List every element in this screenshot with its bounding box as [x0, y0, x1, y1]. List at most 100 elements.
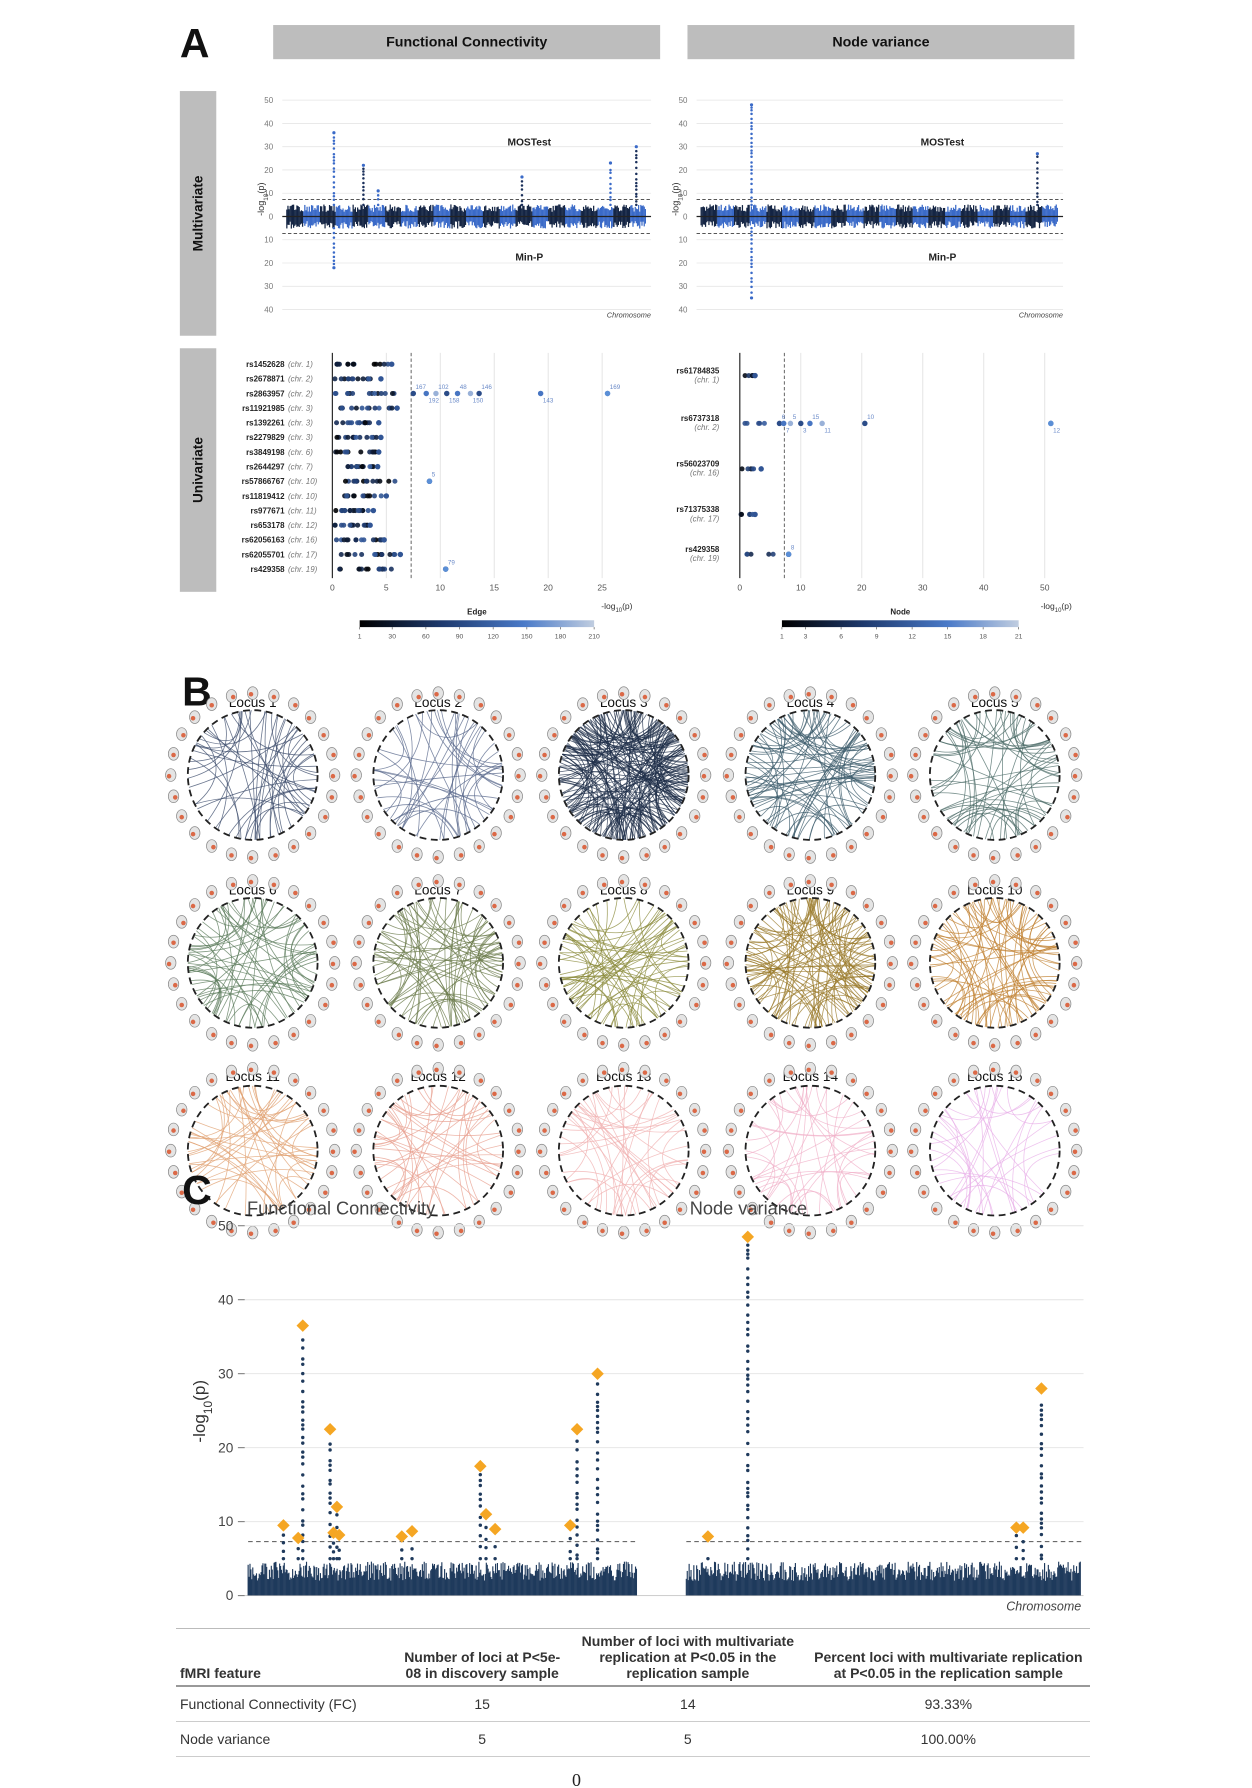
node-icon-spot: [724, 1150, 729, 1155]
peak-dot: [635, 150, 638, 153]
node-icon-spot: [971, 1229, 976, 1234]
node-icon-spot: [365, 815, 370, 820]
connection: [197, 1148, 318, 1183]
node-icon-spot: [542, 1128, 547, 1133]
node-icon-spot: [664, 891, 669, 896]
peak-dot: [282, 1533, 285, 1536]
peak-dot: [1040, 1557, 1043, 1560]
node-icon-spot: [909, 962, 914, 967]
peak-dot: [484, 1546, 487, 1549]
axis-label-part: -log: [1041, 601, 1055, 611]
peak-dot: [750, 263, 753, 266]
peak-dot: [484, 1557, 487, 1560]
connection: [933, 754, 1051, 806]
node-icon-spot: [991, 880, 996, 885]
x-tick-label: 15: [489, 583, 499, 593]
snp-id: rs2863957: [246, 389, 285, 398]
y-tick-label: 30: [679, 143, 688, 152]
node-icon-spot: [915, 983, 920, 988]
node-icon-spot: [173, 1171, 178, 1176]
node-icon-spot: [395, 703, 400, 708]
labeled-point: [862, 421, 867, 426]
node-icon-spot: [888, 1150, 893, 1155]
colorbar-tick-label: 1: [358, 633, 362, 640]
snp-id: rs977671: [250, 506, 285, 515]
node-icon-spot: [991, 856, 996, 861]
connection: [967, 716, 1022, 833]
node-icon-spot: [416, 883, 421, 888]
node-icon-spot: [806, 1231, 811, 1236]
max-point: [394, 405, 399, 410]
edge-dot: [344, 552, 349, 557]
node-icon-spot: [1073, 753, 1078, 758]
edge-dot: [360, 464, 365, 469]
peak-dot: [333, 192, 336, 195]
max-point: [605, 391, 610, 396]
edge-dot: [751, 466, 756, 471]
edge-dot: [334, 420, 339, 425]
snp-id: rs3849198: [246, 448, 285, 457]
node-icon-spot: [358, 1171, 363, 1176]
node-icon-spot: [889, 753, 894, 758]
node-icon-spot: [515, 795, 520, 800]
peak-dot: [333, 153, 336, 156]
peak-dot: [521, 180, 524, 183]
connection: [374, 780, 494, 809]
peak-dot: [328, 1448, 331, 1451]
connection: [189, 727, 297, 787]
edge-dot: [340, 508, 345, 513]
node-icon-spot: [307, 1092, 312, 1097]
peak-dot: [596, 1409, 599, 1412]
node-icon-spot: [1063, 1109, 1068, 1114]
peak-dot: [575, 1544, 578, 1547]
snp-chromosome: (chr. 10): [288, 477, 318, 486]
node-icon-spot: [376, 904, 381, 909]
peak-dot: [333, 198, 336, 201]
node-icon-spot: [923, 1109, 928, 1114]
edge-dot: [344, 493, 349, 498]
node-icon-spot: [888, 774, 893, 779]
edge-dot: [361, 376, 366, 381]
labeled-point: [781, 421, 786, 426]
labeled-point: [819, 421, 824, 426]
peak-dot: [750, 191, 753, 194]
node-icon-spot: [851, 1079, 856, 1084]
column-header: Functional Connectivity: [386, 35, 547, 51]
node-icon-spot: [331, 962, 336, 967]
node-icon-spot: [692, 921, 697, 926]
node-icon-spot: [829, 883, 834, 888]
edge-dot: [376, 567, 381, 572]
node-icon-spot: [701, 983, 706, 988]
edge-dot: [372, 391, 377, 396]
edge-dot: [356, 508, 361, 513]
max-point: [381, 537, 386, 542]
node-icon-spot: [991, 1068, 996, 1073]
peak-dot: [746, 1367, 749, 1370]
y-tick-label: 0: [226, 1588, 234, 1603]
node-icon-spot: [1015, 853, 1020, 858]
node-icon-spot: [331, 1128, 336, 1133]
node-icon-spot: [249, 1231, 254, 1236]
peak: [750, 296, 753, 299]
peak-dot: [301, 1390, 304, 1393]
node-icon-spot: [864, 716, 869, 721]
edge-dot: [354, 406, 359, 411]
point-label: 169: [610, 384, 621, 391]
snp-id: rs11819412: [242, 492, 285, 501]
row-header: Multivariate: [191, 175, 206, 251]
peak-dot: [282, 1550, 285, 1553]
peak-dot: [596, 1426, 599, 1429]
axis-label-part: (p): [622, 601, 633, 611]
point-label: 7: [786, 427, 790, 434]
axis-label-part: (p): [670, 182, 680, 193]
peak-dot: [301, 1473, 304, 1476]
node-icon-spot: [806, 1068, 811, 1073]
peak-dot: [1040, 1512, 1043, 1515]
colorbar-tick-label: 120: [487, 633, 499, 640]
peak-dot: [750, 149, 753, 152]
node-icon-spot: [602, 695, 607, 700]
peak-dot: [301, 1519, 304, 1522]
snp-id: rs1392261: [246, 419, 285, 428]
connection: [819, 711, 870, 750]
peak-dot: [746, 1249, 749, 1252]
